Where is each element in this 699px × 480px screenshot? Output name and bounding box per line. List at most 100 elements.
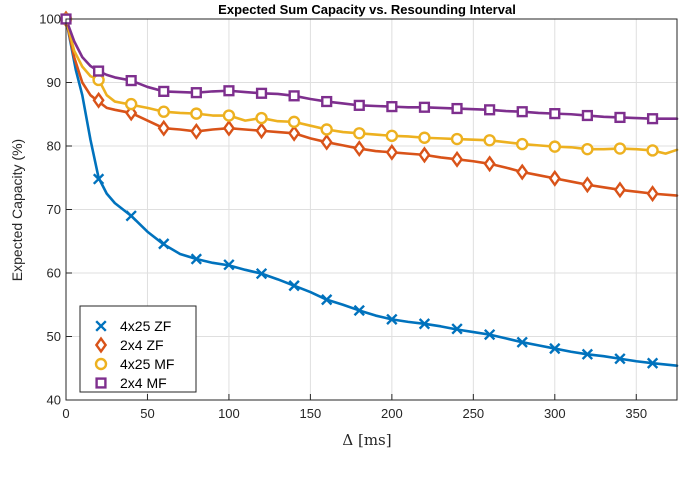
data-point <box>548 140 561 153</box>
data-point <box>451 323 463 335</box>
data-point <box>353 99 365 111</box>
grid <box>65 18 677 401</box>
data-point <box>255 267 268 280</box>
y-axis-label: Expected Capacity (%) <box>9 139 25 281</box>
data-point <box>157 105 170 118</box>
y-tick-label: 60 <box>47 266 61 281</box>
data-point <box>418 131 431 144</box>
legend-label: 2x4 MF <box>120 375 167 391</box>
data-point <box>255 87 268 99</box>
data-point <box>320 123 333 136</box>
data-point <box>255 122 268 140</box>
data-point <box>483 155 496 173</box>
data-point <box>581 109 593 122</box>
data-point <box>549 342 561 355</box>
data-point <box>158 238 170 250</box>
data-point <box>483 134 496 147</box>
data-point <box>124 97 138 111</box>
data-point <box>92 91 105 109</box>
x-tick-label: 50 <box>140 406 154 421</box>
data-point <box>92 65 105 77</box>
legend-marker <box>94 357 108 371</box>
data-point <box>483 328 496 341</box>
y-tick-label: 100 <box>39 12 61 27</box>
data-point <box>484 104 496 116</box>
data-point <box>516 336 528 348</box>
data-point <box>385 143 398 161</box>
data-point <box>190 107 203 120</box>
y-tick-label: 80 <box>47 139 61 154</box>
x-tick-label: 150 <box>300 406 322 421</box>
y-tick-label: 40 <box>47 393 61 408</box>
data-point <box>516 163 529 181</box>
data-point <box>581 176 594 194</box>
plot-area <box>59 10 679 369</box>
legend-marker <box>95 377 107 389</box>
data-point <box>222 119 236 137</box>
data-point <box>92 173 105 185</box>
x-tick-label: 100 <box>218 406 240 421</box>
data-point <box>353 127 366 140</box>
y-tick-label: 50 <box>47 329 61 344</box>
data-point <box>418 101 431 113</box>
data-point <box>450 150 464 168</box>
data-point <box>157 119 170 137</box>
data-point <box>548 169 561 187</box>
y-tick-label: 70 <box>47 202 61 217</box>
data-point <box>288 124 301 142</box>
data-point <box>516 106 528 118</box>
axis-ticks: 0 50 100 150 200 250 300 350 40 50 60 70 80 90 100 <box>39 12 647 422</box>
x-tick-label: 350 <box>625 406 647 421</box>
data-point <box>646 113 659 125</box>
legend-marker <box>95 320 107 332</box>
data-point <box>287 115 301 129</box>
data-point <box>450 132 464 146</box>
y-tick-label: 90 <box>47 75 61 90</box>
data-point <box>614 111 626 124</box>
data-point <box>646 144 659 157</box>
data-point <box>158 85 170 97</box>
legend-label: 2x4 ZF <box>120 337 164 353</box>
data-point <box>385 129 399 143</box>
legend-label: 4x25 ZF <box>120 318 171 334</box>
data-point <box>125 210 137 222</box>
data-point <box>353 140 366 157</box>
x-axis-label: Δ [ms] <box>342 431 391 449</box>
data-point <box>451 102 463 115</box>
legend-marker <box>94 336 108 354</box>
data-point <box>222 109 236 122</box>
data-point <box>386 313 398 326</box>
data-point <box>255 111 268 125</box>
data-point <box>386 101 398 113</box>
data-point <box>190 253 202 265</box>
data-point <box>288 280 300 292</box>
data-point <box>418 318 431 330</box>
x-tick-label: 250 <box>462 406 484 421</box>
data-point <box>581 142 594 156</box>
series-line-3 <box>64 17 679 155</box>
x-tick-label: 300 <box>544 406 566 421</box>
data-point <box>190 87 202 99</box>
chart-title: Expected Sum Capacity vs. Resounding Int… <box>218 2 516 17</box>
data-point <box>321 95 333 108</box>
data-point <box>516 137 529 151</box>
x-tick-label: 0 <box>62 406 69 421</box>
data-point <box>646 357 659 369</box>
data-point <box>614 353 626 365</box>
data-point <box>418 146 431 164</box>
data-point <box>353 304 365 317</box>
series-line-2 <box>64 17 679 197</box>
data-point <box>320 133 333 151</box>
data-point <box>288 90 300 102</box>
x-tick-label: 200 <box>381 406 403 421</box>
legend-label: 4x25 MF <box>120 356 174 372</box>
data-point <box>581 348 594 360</box>
data-point <box>321 294 333 306</box>
data-point <box>223 259 235 271</box>
legend: 4x25 ZF 2x4 ZF 4x25 MF 2x4 MF <box>79 305 197 393</box>
data-point <box>613 142 627 155</box>
series-line-4 <box>64 17 679 120</box>
data-point <box>223 85 235 97</box>
data-point <box>646 185 659 203</box>
